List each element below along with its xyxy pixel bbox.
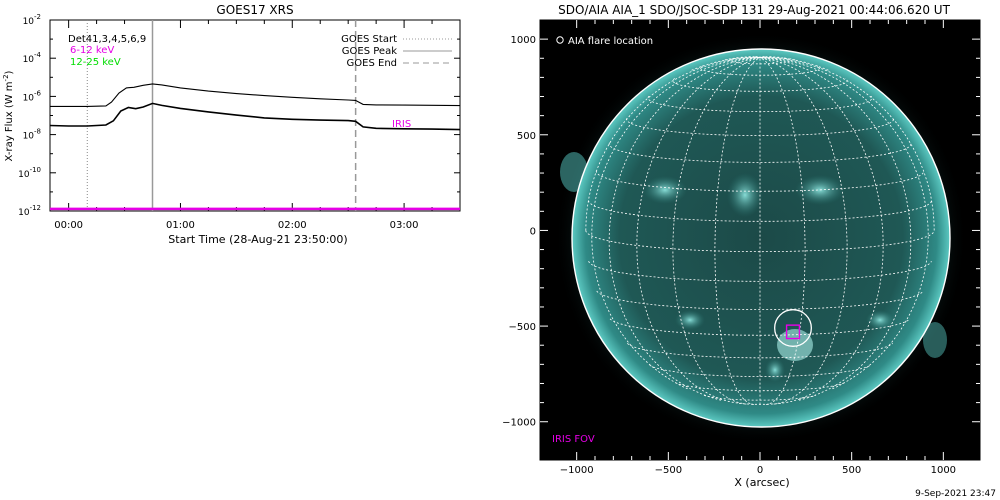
grid-line <box>596 290 924 310</box>
iris-fov-label: IRIS FOV <box>552 434 595 445</box>
grid-line <box>588 261 932 282</box>
goes-x-tick-label: 00:00 <box>54 220 83 231</box>
footer-timestamp: 9-Sep-2021 23:47 <box>915 489 996 499</box>
grid-line <box>672 57 761 405</box>
grid-line <box>585 57 760 231</box>
grid-line <box>759 57 929 390</box>
aia-flare-location-circle <box>774 309 812 347</box>
aia-y-tick-label: 1000 <box>511 35 536 46</box>
iris-label: IRIS <box>392 119 411 130</box>
grid-line <box>759 57 912 401</box>
grid-line <box>760 57 935 231</box>
goes-flux-series <box>50 83 460 131</box>
iris-fov-box <box>785 324 801 340</box>
aia-flare-legend: AIA flare location <box>568 36 653 47</box>
aia-y-tick-label: 500 <box>517 131 536 142</box>
flare-legend-symbol <box>556 36 564 44</box>
grid-line <box>759 57 806 405</box>
grid-line <box>608 57 761 401</box>
legend-6-12-kev: 6-12 keV <box>70 45 114 56</box>
aia-y-tick-label: −500 <box>509 322 536 333</box>
legend-goes-start-label: GOES Start <box>341 34 397 45</box>
legend-goes-peak-label: GOES Peak <box>342 46 397 57</box>
legend-12-25-kev: 12-25 keV <box>70 57 121 68</box>
goes-detector-label: Det41,3,4,5,6,9 <box>68 34 146 45</box>
aia-x-tick-label: 0 <box>757 465 763 476</box>
grid-line <box>627 342 893 359</box>
grid-line <box>759 56 765 58</box>
grid-line <box>714 57 761 405</box>
goes-light-curve-chart: GOES17 XRS 10-12 10-10 10-8 10-6 10-4 10-2 00… <box>2 3 461 246</box>
goes-y-tick-label: 10-6 <box>23 89 42 103</box>
grid-line <box>591 57 761 390</box>
goes-x-tick-label: 02:00 <box>278 220 307 231</box>
goes-x-tick-label: 01:00 <box>166 220 195 231</box>
legend-goes-end-label: GOES End <box>347 58 397 69</box>
grid-line <box>759 57 884 404</box>
heliographic-grid <box>585 56 935 405</box>
solar-disk <box>572 49 950 427</box>
goes-x-tick-label: 03:00 <box>390 220 419 231</box>
goes-y-tick-label: 10-10 <box>18 166 41 180</box>
grid-line <box>649 364 871 377</box>
aia-x-tick-label: −1000 <box>560 465 594 476</box>
goes-chart-title: GOES17 XRS <box>216 3 293 17</box>
grid-line <box>636 57 761 404</box>
aia-image-panel: SDO/AIA AIA_1 SDO/JSOC-SDP 131 29-Aug-20… <box>502 3 981 489</box>
grid-line <box>759 56 772 58</box>
goes-x-tick-labels: 00:00 01:00 02:00 03:00 <box>54 220 418 231</box>
limb-feature-southwest <box>923 322 947 358</box>
goes-y-tick-label: 10-4 <box>23 51 42 65</box>
goes-y-tick-label: 10-2 <box>23 13 41 27</box>
solar-limb <box>571 48 951 428</box>
goes-y-axis-label: X-ray Flux (W m-2) <box>2 70 15 161</box>
grid-line <box>759 57 848 405</box>
aia-x-tick-label: 1000 <box>931 465 956 476</box>
goes-x-axis-label: Start Time (28-Aug-21 23:50:00) <box>168 233 347 246</box>
goes-series-line-2 <box>50 102 460 131</box>
goes-y-tick-label: 10-8 <box>23 128 41 142</box>
aia-axis-ticks: −1000 −500 0 500 1000 1000 500 0 −500 −1000 <box>502 20 980 476</box>
aia-title: SDO/AIA AIA_1 SDO/JSOC-SDP 131 29-Aug-20… <box>558 3 950 17</box>
grid-line <box>608 142 912 163</box>
goes-y-tick-label: 10-12 <box>18 204 41 218</box>
goes-series-line-1 <box>50 83 460 107</box>
aia-y-tick-label: 0 <box>530 226 536 237</box>
aia-x-tick-label: −500 <box>655 465 682 476</box>
aia-x-axis-label: X (arcsec) <box>734 476 789 489</box>
aia-y-tick-label: −1000 <box>502 418 536 429</box>
aia-x-tick-label: 500 <box>842 465 861 476</box>
goes-y-tick-labels: 10-12 10-10 10-8 10-6 10-4 10-2 <box>18 13 41 218</box>
